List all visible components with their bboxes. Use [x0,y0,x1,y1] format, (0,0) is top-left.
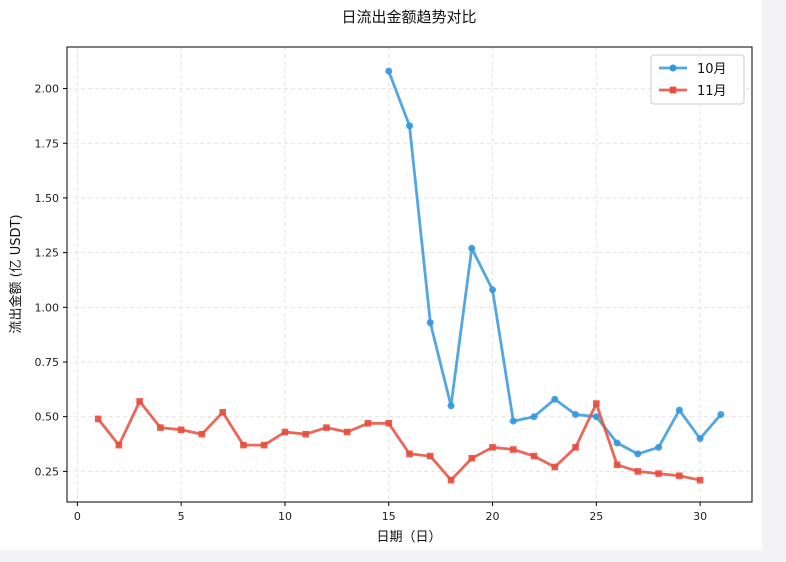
data-point [489,444,496,451]
data-point [468,454,476,462]
data-point [447,402,455,410]
data-point [572,411,580,418]
data-point [426,319,434,327]
data-point [240,441,247,449]
data-point [489,286,497,294]
y-axis-title: 流出金额 (亿 USDT) [8,214,24,333]
data-point [509,417,517,425]
x-tick-label: 30 [693,510,707,523]
chart-figure: 日流出金额趋势对比 0 5 10 15 20 25 30 0.25 0.50 0.75 1.00 1… [0,0,762,550]
y-tick-label: 1.00 [35,301,60,314]
data-point [593,400,600,407]
data-point [717,411,725,418]
x-tick-label: 0 [74,510,81,523]
series-1 [385,67,725,458]
y-tick-label: 0.25 [35,465,60,478]
data-point [157,424,164,431]
data-point [613,461,621,469]
series-line [97,399,701,482]
data-point [385,67,393,75]
data-point [426,452,434,460]
data-point [530,413,538,421]
x-axis-title: 日期（日） [376,530,441,545]
data-point [675,406,683,414]
data-point [447,476,455,484]
y-tick-label: 2.00 [35,83,60,96]
data-point [551,395,559,403]
legend-entry-2: 11月 [659,84,727,99]
data-point [198,430,206,438]
data-point [551,463,559,471]
legend-marker [669,86,677,94]
y-tick-label: 1.75 [35,137,60,150]
legend-entry-1: 10月 [659,62,727,77]
data-point [219,409,226,416]
series-layer [94,67,725,484]
data-point [530,452,538,460]
data-point [136,398,143,405]
data-point [696,476,704,484]
data-point [177,426,185,434]
data-point [115,441,123,449]
x-tick-label: 25 [589,510,603,523]
series-2 [94,398,704,484]
x-tick-label: 5 [178,510,185,523]
data-point [655,470,662,477]
legend-marker [669,64,677,72]
data-point [364,419,372,427]
data-point [613,439,621,447]
data-point [281,428,289,436]
x-tick-label: 10 [278,510,292,523]
data-point [509,446,517,453]
data-point [634,450,642,458]
data-point [572,444,579,451]
data-point [302,430,310,438]
y-tick-label: 0.50 [35,411,60,424]
line-chart: 日流出金额趋势对比 0 5 10 15 20 25 30 0.25 0.50 0.75 1.00 1… [8,8,753,545]
data-point [343,428,351,436]
x-tick-label: 15 [382,510,396,523]
y-axis-ticks: 0.25 0.50 0.75 1.00 1.25 1.50 1.75 2.00 [35,83,67,478]
data-point [94,415,102,423]
x-tick-label: 20 [486,510,500,523]
y-tick-label: 1.50 [35,192,60,205]
y-tick-label: 0.75 [35,356,60,369]
data-point [696,435,704,443]
data-point [385,419,393,427]
data-point [260,441,268,449]
data-point [406,122,413,130]
data-point [468,244,476,252]
y-tick-label: 1.25 [35,247,60,260]
legend-label: 10月 [697,62,727,77]
data-point [323,424,330,431]
plot-frame [66,46,753,503]
data-point [655,443,663,451]
grid [67,47,752,502]
data-point [406,450,413,458]
legend-label: 11月 [697,84,727,99]
data-point [676,472,683,480]
x-axis-ticks: 0 5 10 15 20 25 30 [74,502,707,523]
data-point [592,413,600,421]
chart-title: 日流出金额趋势对比 [341,8,476,26]
data-point [634,468,642,475]
